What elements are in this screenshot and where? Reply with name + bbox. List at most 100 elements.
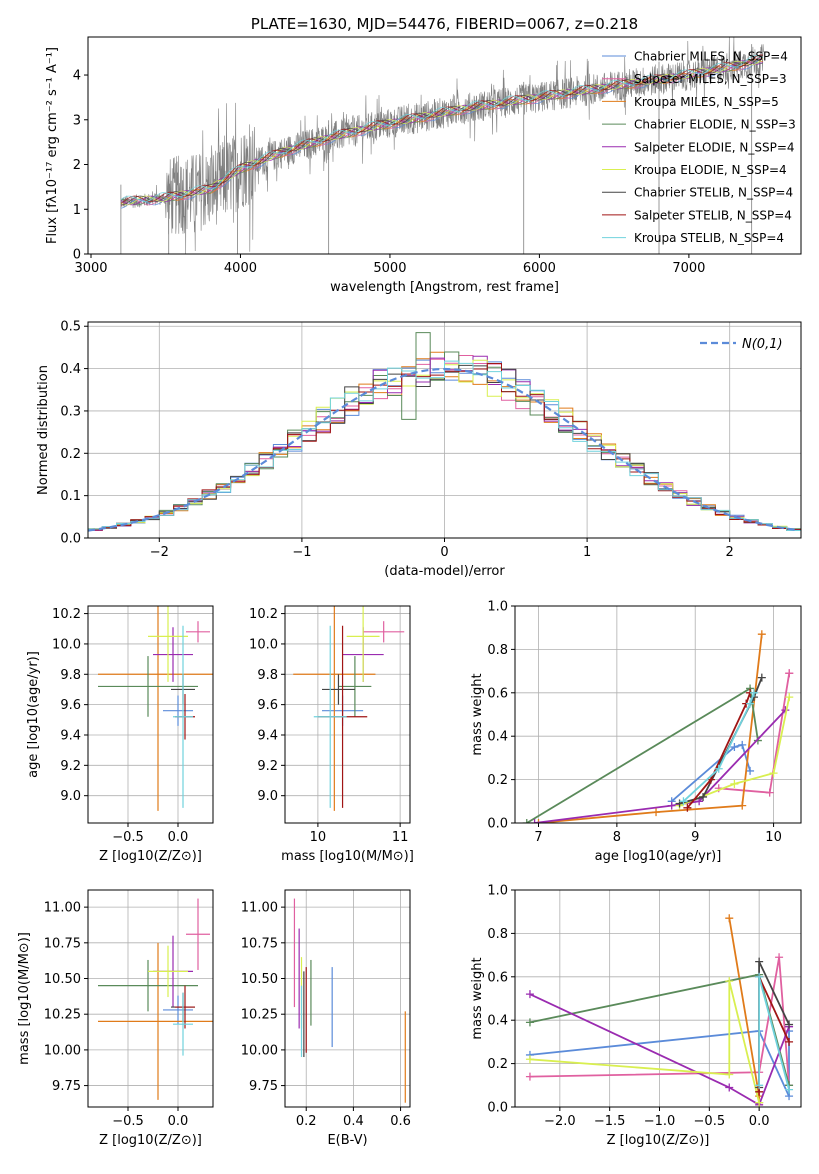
series-marker xyxy=(755,957,764,966)
y-tick-label: 9.4 xyxy=(257,728,278,743)
y-tick-label: 3 xyxy=(73,113,81,128)
model-spectrum xyxy=(120,58,764,207)
x-tick-label: 4000 xyxy=(224,261,257,276)
series-line xyxy=(671,743,751,802)
series-marker xyxy=(755,1098,764,1107)
x-tick-label: 10 xyxy=(765,830,782,845)
series-marker xyxy=(525,1072,534,1081)
series-marker xyxy=(785,693,794,702)
y-tick-label: 0.3 xyxy=(60,404,81,419)
model-spectrum xyxy=(120,57,764,209)
y-tick-label: 9.75 xyxy=(249,1079,278,1094)
chart-legend: Chabrier MILES, N_SSP=4 Salpeter MILES, N… xyxy=(602,50,796,245)
x-tick-label: −0.5 xyxy=(112,830,144,845)
x-tick-label: 0.2 xyxy=(296,1114,317,1129)
panel-3: −0.5 0.0 9.0 9.2 9.4 9.6 9.8 10.0 10.2 Z [log10(Z… xyxy=(26,605,214,864)
series-marker xyxy=(683,803,692,812)
y-tick-label: 0.4 xyxy=(487,730,508,745)
y-axis-label: age [log10(age/yr)] xyxy=(26,651,41,778)
series-marker xyxy=(525,990,534,999)
y-axis-label: mass weight xyxy=(470,957,485,1039)
x-tick-label: 0.0 xyxy=(168,830,189,845)
y-tick-label: 9.0 xyxy=(257,789,278,804)
y-tick-label: 9.8 xyxy=(60,668,81,683)
y-tick-label: 1 xyxy=(73,203,81,218)
series-marker xyxy=(755,972,764,981)
y-tick-label: 10.00 xyxy=(241,1043,278,1058)
series-line xyxy=(529,993,790,1107)
series-line xyxy=(679,696,791,807)
x-tick-label: 0.0 xyxy=(168,1114,189,1129)
axes-frame xyxy=(514,889,802,1108)
y-tick-label: 11.00 xyxy=(241,901,278,916)
series-marker xyxy=(769,769,778,778)
y-tick-label: 9.4 xyxy=(60,728,81,743)
panel-6: −0.5 0.0 9.75 10.00 10.25 10.50 10.75 11.00 Z [l… xyxy=(17,889,214,1148)
series-marker xyxy=(757,673,766,682)
x-tick-label: 7 xyxy=(534,830,542,845)
x-axis-label: Z [log10(Z/Z⊙)] xyxy=(607,1133,710,1148)
panel-7: 0.2 0.4 0.6 9.75 10.00 10.25 10.50 10.75 11.00 E(… xyxy=(241,889,411,1148)
y-axis-label: mass [log10(M/M⊙)] xyxy=(17,932,32,1065)
x-tick-label: 11 xyxy=(392,830,409,845)
series-marker xyxy=(525,1018,534,1027)
y-tick-label: 0.0 xyxy=(487,817,508,832)
series-marker xyxy=(667,801,676,810)
x-tick-label: 1 xyxy=(583,545,591,560)
legend-entry: N(0,1) xyxy=(742,337,783,352)
legend-entry: Salpeter MILES, N_SSP=3 xyxy=(634,72,787,86)
y-tick-label: 0.2 xyxy=(487,1057,508,1072)
x-tick-label: 9 xyxy=(691,830,699,845)
y-tick-label: 10.25 xyxy=(44,1008,81,1023)
axes-frame xyxy=(87,889,214,1108)
y-tick-label: 10.2 xyxy=(52,607,81,622)
y-tick-label: 4 xyxy=(73,69,81,84)
x-tick-label: −1.0 xyxy=(644,1114,676,1129)
axes-frame xyxy=(87,36,802,255)
x-axis-label: mass [log10(M/M⊙)] xyxy=(281,849,414,864)
series-marker xyxy=(534,819,543,823)
plot-area xyxy=(98,606,213,811)
series-marker xyxy=(749,688,758,697)
y-tick-label: 0.5 xyxy=(60,320,81,335)
series-marker xyxy=(785,1020,794,1029)
legend-entry: Chabrier MILES, N_SSP=4 xyxy=(634,50,788,64)
y-tick-label: 0.2 xyxy=(60,447,81,462)
model-spectrum xyxy=(120,55,764,202)
x-tick-label: 7000 xyxy=(672,261,705,276)
x-axis-label: wavelength [Angstrom, rest frame] xyxy=(330,280,559,295)
series-marker xyxy=(785,669,794,678)
panel-5: 7 8 9 10 0.0 0.2 0.4 0.6 0.8 1.0 age [log10(age/yr… xyxy=(470,600,802,864)
legend-entry: Kroupa STELIB, N_SSP=4 xyxy=(634,231,784,245)
y-tick-label: 10.0 xyxy=(249,637,278,652)
series-marker xyxy=(725,1083,734,1092)
series-marker xyxy=(725,977,734,986)
y-tick-label: 9.2 xyxy=(60,759,81,774)
legend-entry: Kroupa ELODIE, N_SSP=4 xyxy=(634,163,787,177)
y-tick-label: 9.75 xyxy=(52,1079,81,1094)
y-tick-label: 10.50 xyxy=(44,972,81,987)
x-tick-label: 0.0 xyxy=(749,1114,770,1129)
series-line xyxy=(728,918,760,1103)
series-marker xyxy=(525,1055,534,1064)
model-spectrum xyxy=(120,54,764,204)
panel-8: −2.0 −1.5 −1.0 −0.5 0.0 0.0 0.2 0.4 0.6 0.8 1.0 Z [… xyxy=(470,884,802,1148)
y-tick-label: 10.75 xyxy=(241,936,278,951)
y-tick-label: 10.0 xyxy=(52,637,81,652)
y-tick-label: 0.4 xyxy=(487,1014,508,1029)
panel-2: −2 −1 0 1 2 0.0 0.1 0.2 0.3 0.4 0.5 (data-model)/er… xyxy=(36,320,802,579)
x-tick-label: −1 xyxy=(292,545,311,560)
plot-area xyxy=(293,606,405,811)
x-tick-label: 0.4 xyxy=(343,1114,364,1129)
series-marker xyxy=(730,779,739,788)
series-marker xyxy=(725,914,734,923)
y-tick-label: 9.6 xyxy=(257,698,278,713)
y-tick-label: 0.0 xyxy=(487,1101,508,1116)
series-marker xyxy=(746,699,755,708)
x-tick-label: 5000 xyxy=(373,261,406,276)
x-tick-label: 2 xyxy=(726,545,734,560)
series-marker xyxy=(775,953,784,962)
series-marker xyxy=(714,764,723,773)
